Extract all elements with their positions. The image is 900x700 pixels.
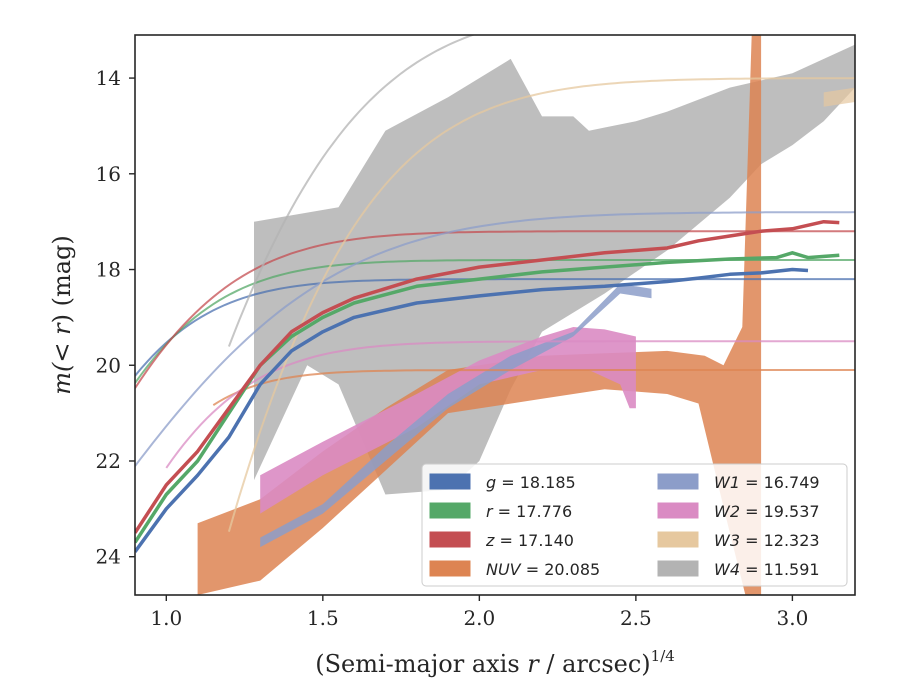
x-axis-label-rest: / arcsec) <box>539 650 651 678</box>
x-tick-label: 2.0 <box>463 606 495 630</box>
band-w1 <box>260 283 652 548</box>
legend-swatch-nuv <box>429 560 471 577</box>
model-curve-w3 <box>227 77 855 532</box>
y-tick-label: 24 <box>96 545 121 569</box>
x-axis-ticks: 1.0 1.5 2.0 2.5 3.0 <box>150 595 808 630</box>
profile-line-g <box>135 267 809 553</box>
band-w3 <box>823 87 855 107</box>
y-axis-label-main: m(< <box>48 335 76 395</box>
band-w2 <box>260 327 636 514</box>
y-tick-label: 22 <box>96 449 121 473</box>
profile-line-r <box>135 251 840 544</box>
legend-label-w3: W3 = 12.323 <box>714 531 820 550</box>
legend-box <box>421 463 848 587</box>
model-curve-w1 <box>135 211 855 467</box>
legend-swatch-w3 <box>657 531 699 548</box>
legend-label-w2: W2 = 19.537 <box>714 502 820 521</box>
plot-frame <box>134 34 856 596</box>
x-tick-label: 3.0 <box>776 606 808 630</box>
y-tick-label: 20 <box>96 353 121 377</box>
model-curve-w2 <box>165 340 855 469</box>
y-tick-label: 18 <box>96 258 121 282</box>
x-tick-label: 1.5 <box>307 606 339 630</box>
profile-line-z <box>135 219 840 534</box>
y-axis-ticks: 14 16 18 20 22 24 <box>96 66 135 569</box>
legend-swatch-w1 <box>657 473 699 490</box>
y-tick-label: 16 <box>96 162 121 186</box>
x-axis-label: (Semi-major axis r / arcsec)1/4 <box>315 647 675 678</box>
y-axis-label: m(< r) (mag) <box>48 235 76 395</box>
x-tick-label: 1.0 <box>150 606 182 630</box>
data-lines <box>135 219 840 553</box>
model-curve-g <box>135 278 855 377</box>
model-curves <box>135 35 855 532</box>
legend-label-nuv: NUV = 20.085 <box>486 560 600 579</box>
legend-swatch-z <box>429 531 471 548</box>
model-curve-w4 <box>227 35 476 347</box>
legend-swatch-w2 <box>657 502 699 519</box>
legend-swatch-r <box>429 502 471 519</box>
legend-label-w4: W4 = 11.591 <box>714 560 820 579</box>
y-axis-label-rest: ) (mag) <box>48 235 76 323</box>
legend-swatch-g <box>429 473 471 490</box>
legend-label-r: r = 17.776 <box>486 502 572 521</box>
legend-swatch-w4 <box>657 560 699 577</box>
model-curve-z <box>135 230 855 389</box>
legend-label-z: z = 17.140 <box>485 531 574 550</box>
x-axis-label-superscript: 1/4 <box>651 647 675 665</box>
y-axis-label-variable: r <box>48 322 76 335</box>
model-curve-nuv <box>212 369 855 406</box>
x-axis-label-main: (Semi-major axis <box>315 650 527 678</box>
legend: g = 18.185 W1 = 16.749 r = 17.776 W2 = 19.5… <box>421 463 848 587</box>
y-tick-label: 14 <box>96 66 121 90</box>
x-axis-label-variable: r <box>527 650 540 678</box>
legend-label-w1: W1 = 16.749 <box>714 473 820 492</box>
x-tick-label: 2.5 <box>620 606 652 630</box>
legend-label-g: g = 18.185 <box>486 473 576 492</box>
